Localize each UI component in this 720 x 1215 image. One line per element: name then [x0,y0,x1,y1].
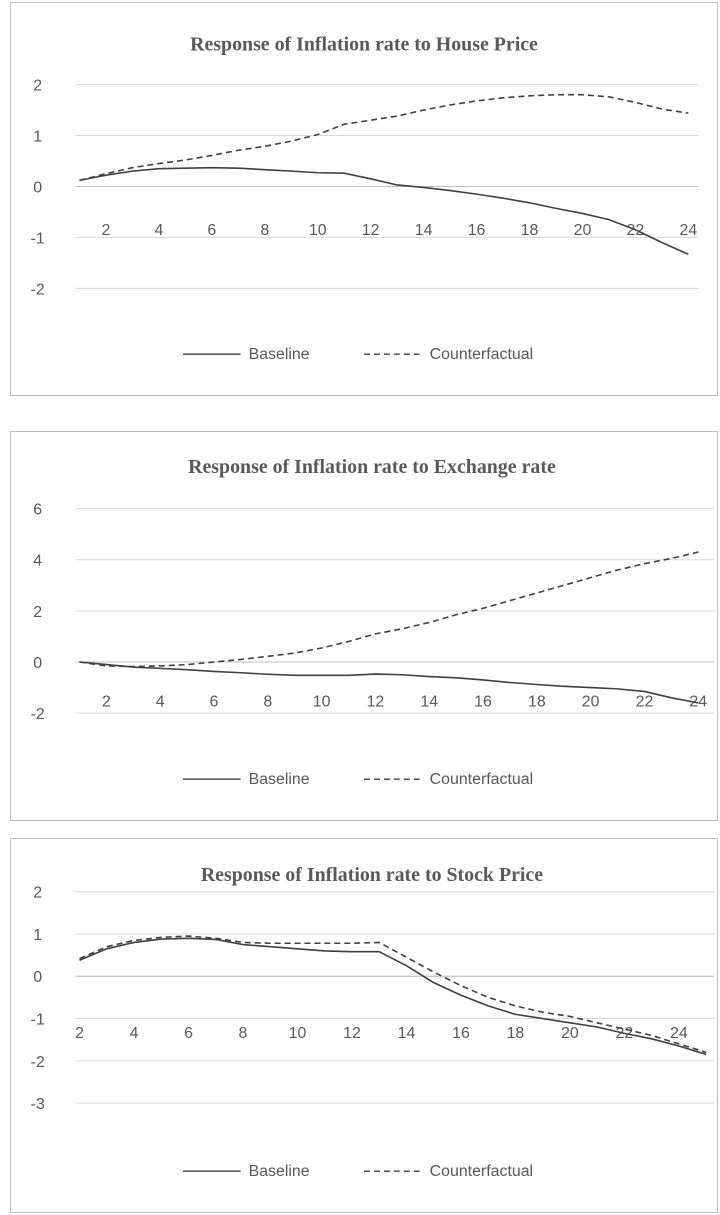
legend-label-counterfactual: Counterfactual [430,1163,533,1180]
y-tick-label: 0 [33,969,42,986]
y-tick-label: 2 [33,885,42,902]
x-tick-label: 20 [561,1025,579,1042]
legend-label-baseline: Baseline [249,346,310,363]
x-tick-label: 12 [362,222,380,239]
chart-house-price: Response of Inflation rate to House Pric… [10,2,718,396]
x-tick-label: 24 [670,1025,688,1042]
y-tick-label: 6 [33,502,42,519]
series-line-baseline [79,661,699,704]
x-tick-label: 20 [574,222,592,239]
x-tick-label: 18 [521,222,539,239]
series-line-baseline [79,937,707,1056]
legend-label-counterfactual: Counterfactual [430,771,533,788]
y-tick-label: 4 [33,553,42,570]
y-tick-label: 0 [33,179,42,196]
y-tick-label: 1 [33,927,42,944]
x-tick-label: 10 [313,694,331,711]
x-tick-label: 4 [156,694,165,711]
x-tick-label: 2 [102,694,111,711]
x-tick-label: 4 [130,1025,139,1042]
x-tick-label: 24 [689,694,707,711]
y-tick-label: -1 [31,230,45,247]
x-tick-label: 24 [679,222,697,239]
x-tick-label: 16 [474,694,492,711]
x-tick-label: 10 [289,1025,307,1042]
chart-exchange-rate: Response of Inflation rate to Exchange r… [10,431,718,821]
chart-exchange-rate-svg: Response of Inflation rate to Exchange r… [31,456,715,788]
legend-label-baseline: Baseline [249,771,310,788]
x-tick-label: 12 [367,694,385,711]
x-tick-label: 22 [636,694,654,711]
chart-title: Response of Inflation rate to Exchange r… [188,456,556,478]
x-tick-label: 8 [239,1025,248,1042]
y-tick-label: -2 [31,281,45,298]
x-tick-label: 2 [75,1025,84,1042]
chart-house-price-svg: Response of Inflation rate to House Pric… [31,34,699,363]
x-tick-label: 14 [398,1025,416,1042]
y-tick-label: -2 [31,706,45,723]
x-tick-label: 14 [420,694,438,711]
y-tick-label: 2 [33,604,42,621]
series-line-counterfactual [79,935,707,1054]
x-tick-label: 4 [154,222,163,239]
series-line-baseline [79,166,689,255]
x-tick-label: 8 [263,694,272,711]
y-tick-label: 0 [33,655,42,672]
chart-stock-price: Response of Inflation rate to Stock Pric… [10,838,718,1213]
y-tick-label: -1 [31,1012,45,1029]
chart-stock-price-svg: Response of Inflation rate to Stock Pric… [31,864,715,1180]
y-tick-label: -2 [31,1054,45,1071]
series-line-counterfactual [79,93,689,182]
x-tick-label: 20 [582,694,600,711]
chart-title: Response of Inflation rate to House Pric… [190,34,538,56]
y-tick-label: -3 [31,1096,45,1113]
x-tick-label: 18 [528,694,546,711]
y-tick-label: 1 [33,128,42,145]
x-tick-label: 16 [468,222,486,239]
x-tick-label: 14 [415,222,433,239]
legend-label-counterfactual: Counterfactual [430,346,533,363]
x-tick-label: 10 [309,222,327,239]
x-tick-label: 6 [207,222,216,239]
chart-title: Response of Inflation rate to Stock Pric… [201,864,543,886]
x-tick-label: 16 [452,1025,470,1042]
x-tick-label: 2 [101,222,110,239]
x-tick-label: 6 [210,694,219,711]
x-tick-label: 8 [260,222,269,239]
y-tick-label: 2 [33,78,42,95]
x-tick-label: 18 [507,1025,525,1042]
x-tick-label: 6 [184,1025,193,1042]
series-line-counterfactual [79,551,699,668]
legend-label-baseline: Baseline [249,1163,310,1180]
x-tick-label: 12 [343,1025,361,1042]
